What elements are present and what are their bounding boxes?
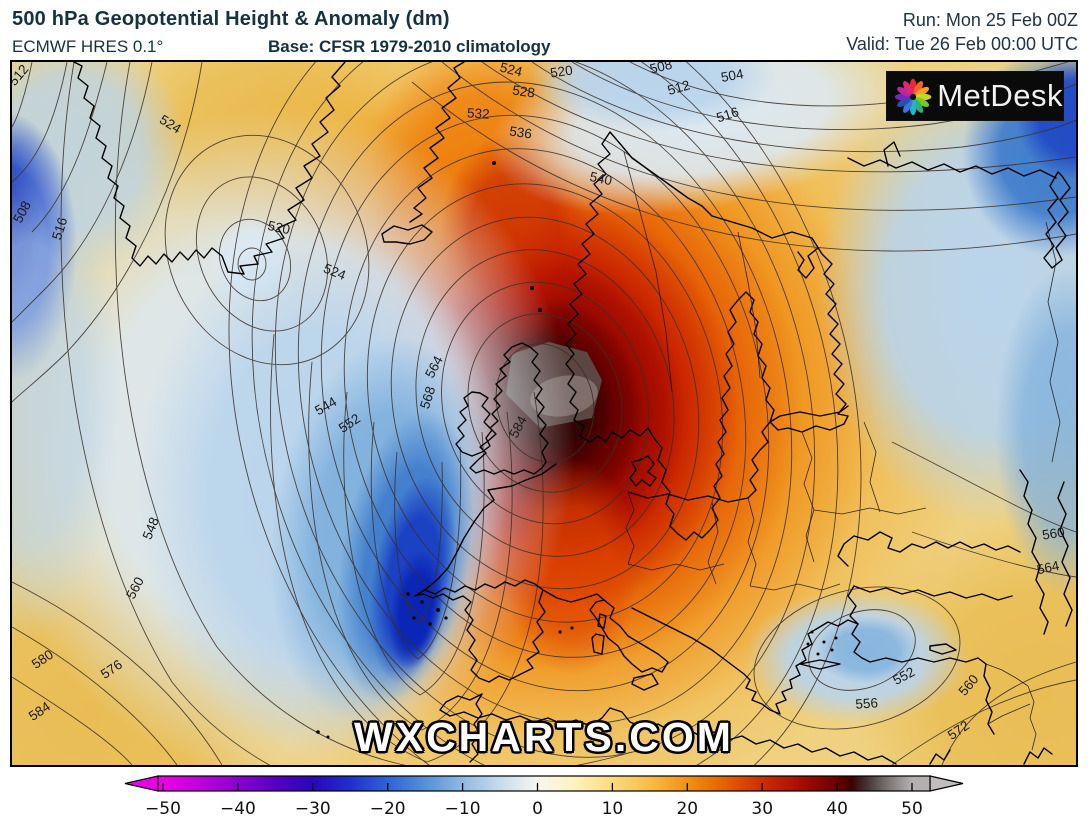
svg-text:540: 540 [588, 169, 613, 188]
svg-text:−20: −20 [370, 799, 406, 819]
svg-text:40: 40 [826, 799, 848, 819]
svg-text:20: 20 [676, 799, 698, 819]
metdesk-pinwheel-icon [894, 78, 932, 116]
svg-text:568: 568 [417, 385, 438, 411]
svg-text:30: 30 [751, 799, 773, 819]
svg-text:520: 520 [266, 218, 291, 237]
svg-text:−40: −40 [220, 799, 256, 819]
svg-text:516: 516 [715, 104, 741, 125]
colorbar-ticks: −50 −40 −30 −20 −10 0 10 20 30 40 50 [145, 783, 923, 819]
svg-text:0: 0 [532, 799, 543, 819]
svg-text:528: 528 [511, 83, 535, 101]
svg-text:564: 564 [1035, 558, 1061, 577]
colorbar: −50 −40 −30 −20 −10 0 10 20 30 40 50 [0, 770, 1088, 833]
anomaly-shading [12, 62, 1076, 765]
valid-time-label: Valid: Tue 26 Feb 00:00 UTC [846, 34, 1078, 54]
svg-text:560: 560 [1041, 525, 1065, 543]
coastlines [73, 62, 1073, 765]
country-borders [623, 151, 1061, 751]
svg-text:−30: −30 [295, 799, 331, 819]
svg-text:−50: −50 [145, 799, 181, 819]
header: 500 hPa Geopotential Height & Anomaly (d… [0, 0, 1088, 60]
svg-text:516: 516 [49, 216, 70, 242]
svg-text:536: 536 [508, 124, 532, 142]
svg-text:50: 50 [901, 799, 923, 819]
run-time-label: Run: Mon 25 Feb 00Z [902, 10, 1078, 30]
svg-text:504: 504 [720, 66, 745, 85]
model-label: ECMWF HRES 0.1° [12, 37, 164, 56]
svg-text:524: 524 [498, 62, 524, 80]
colorbar-gradient-bar [157, 775, 931, 792]
watermark: WXCHARTS.COM [354, 714, 734, 760]
metdesk-logo-text: MetDesk [937, 78, 1063, 113]
colorbar-left-arrow [124, 775, 159, 792]
svg-text:520: 520 [549, 63, 573, 81]
svg-text:556: 556 [855, 695, 879, 712]
svg-text:10: 10 [602, 799, 624, 819]
colorbar-canvas: −50 −40 −30 −20 −10 0 10 20 30 40 50 [124, 775, 964, 819]
svg-text:−10: −10 [445, 799, 481, 819]
svg-text:532: 532 [467, 105, 491, 122]
colorbar-right-arrow [929, 775, 964, 792]
svg-text:512: 512 [666, 77, 692, 98]
baseline-label: Base: CFSR 1979-2010 climatology [268, 37, 551, 56]
island-dots [316, 161, 838, 739]
metdesk-logo: MetDesk [887, 72, 1063, 120]
page-title: 500 hPa Geopotential Height & Anomaly (d… [12, 8, 450, 30]
weather-map: 512 508 516 524 520 524 524 520 528 532 536 540 508 5… [10, 60, 1078, 767]
height-contours [12, 62, 1076, 765]
